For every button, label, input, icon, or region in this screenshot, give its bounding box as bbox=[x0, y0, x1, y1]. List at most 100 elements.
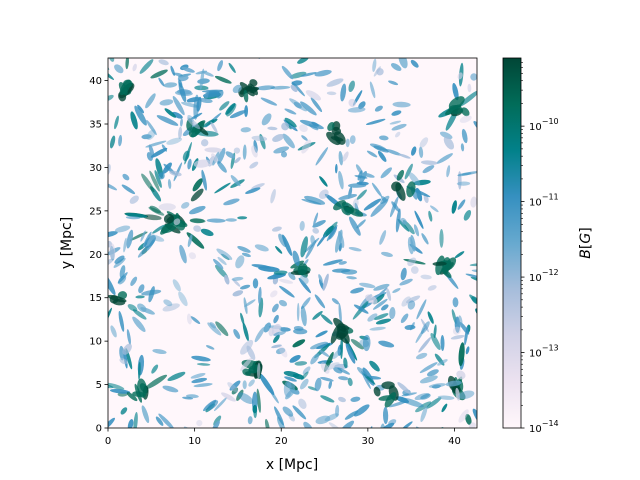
field-filament bbox=[245, 187, 261, 194]
field-fragment bbox=[458, 390, 475, 400]
field-filament bbox=[350, 338, 364, 350]
field-filament bbox=[482, 417, 491, 428]
field-filament bbox=[192, 178, 203, 192]
field-filament bbox=[485, 158, 498, 175]
field-filament bbox=[258, 372, 275, 396]
y-tick-label: 40 bbox=[89, 76, 102, 87]
field-filament bbox=[356, 219, 366, 229]
field-filament bbox=[456, 181, 471, 186]
field-filament bbox=[477, 195, 488, 208]
field-fragment bbox=[283, 380, 292, 398]
field-filament bbox=[379, 135, 389, 141]
colorbar-tick-label: 10−13 bbox=[529, 344, 559, 360]
field-fragment bbox=[280, 151, 288, 158]
field-fragment bbox=[162, 303, 180, 312]
field-fragment bbox=[242, 380, 247, 390]
field-core bbox=[108, 294, 127, 303]
field-filament bbox=[395, 396, 410, 404]
field-core bbox=[346, 207, 364, 217]
field-filament bbox=[267, 126, 278, 131]
field-fragment bbox=[419, 137, 429, 148]
field-filament bbox=[404, 163, 413, 180]
y-tick-label: 15 bbox=[89, 293, 102, 304]
field-filament bbox=[486, 386, 496, 391]
field-fragment bbox=[443, 136, 455, 150]
field-filament bbox=[373, 287, 388, 302]
field-filament bbox=[319, 349, 330, 357]
x-tick-label: 20 bbox=[275, 436, 288, 447]
field-core bbox=[461, 107, 470, 117]
field-filament bbox=[353, 304, 369, 314]
field-filament bbox=[441, 403, 448, 413]
field-filament bbox=[279, 285, 295, 298]
field-filament bbox=[471, 296, 477, 305]
field-filament bbox=[363, 198, 382, 211]
field-filament bbox=[217, 60, 224, 72]
field-filament bbox=[300, 378, 309, 390]
field-filament bbox=[348, 247, 362, 252]
field-fragment bbox=[407, 300, 416, 310]
field-fragment bbox=[210, 121, 218, 134]
field-filament bbox=[108, 258, 114, 267]
field-filament bbox=[365, 118, 386, 125]
field-filament bbox=[127, 304, 138, 312]
field-core bbox=[373, 386, 381, 397]
field-fragment bbox=[114, 225, 131, 233]
field-filament bbox=[331, 298, 340, 305]
field-filament bbox=[289, 355, 301, 363]
field-fragment bbox=[365, 294, 378, 305]
field-filament bbox=[300, 72, 317, 77]
field-filament bbox=[385, 149, 402, 156]
field-filament bbox=[85, 360, 103, 373]
field-filament bbox=[343, 357, 348, 369]
field-filament bbox=[326, 224, 338, 242]
colorbar-tick-exponent: −12 bbox=[542, 268, 559, 277]
field-fragment bbox=[282, 406, 294, 417]
field-filament bbox=[138, 284, 145, 294]
field-filament bbox=[234, 157, 241, 164]
field-filament bbox=[190, 372, 206, 379]
field-fragment bbox=[305, 90, 322, 101]
colorbar-tick-base: 10 bbox=[529, 424, 542, 435]
field-filament bbox=[170, 65, 175, 76]
field-filament bbox=[125, 216, 141, 220]
field-filament bbox=[380, 167, 392, 179]
field-fragment bbox=[299, 124, 308, 133]
field-filament bbox=[196, 363, 211, 366]
field-filament bbox=[237, 245, 251, 253]
field-filament bbox=[108, 417, 115, 428]
field-filament bbox=[108, 97, 109, 109]
field-filament bbox=[211, 420, 220, 428]
field-fragment bbox=[204, 88, 209, 101]
field-filament bbox=[414, 210, 424, 229]
field-filament bbox=[184, 142, 192, 165]
field-filament bbox=[340, 83, 347, 102]
field-filament bbox=[270, 85, 291, 90]
field-filament bbox=[322, 259, 343, 266]
field-core bbox=[330, 324, 341, 344]
field-fragment bbox=[227, 382, 239, 393]
field-filament bbox=[345, 138, 350, 148]
field-filament bbox=[291, 81, 305, 97]
field-filament bbox=[180, 118, 183, 127]
field-fragment bbox=[395, 131, 401, 138]
field-filament bbox=[297, 141, 316, 151]
field-fragment bbox=[312, 227, 319, 234]
field-filament bbox=[338, 194, 357, 200]
field-fragment bbox=[314, 377, 322, 392]
field-fragment bbox=[372, 58, 377, 73]
field-filament bbox=[312, 310, 323, 320]
field-fragment bbox=[281, 122, 290, 131]
field-filament bbox=[122, 173, 130, 181]
field-filament bbox=[177, 45, 194, 57]
field-core bbox=[126, 392, 138, 402]
field-filament bbox=[366, 150, 378, 158]
field-filament bbox=[293, 325, 304, 331]
field-filament bbox=[119, 265, 126, 279]
field-filament bbox=[126, 329, 131, 345]
field-fragment bbox=[459, 115, 472, 123]
field-filament bbox=[108, 182, 118, 191]
field-filament bbox=[182, 396, 194, 400]
field-fragment bbox=[439, 131, 453, 140]
field-fragment bbox=[270, 189, 276, 204]
